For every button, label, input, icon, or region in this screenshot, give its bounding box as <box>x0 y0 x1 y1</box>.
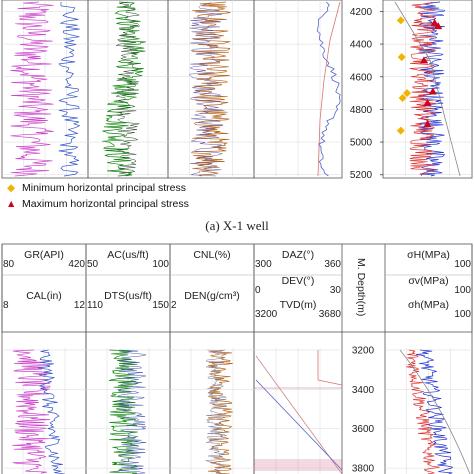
min-stress-point <box>397 53 406 62</box>
diamond-marker-icon: ◆ <box>6 182 16 194</box>
bottom-cnl-curve <box>205 349 227 474</box>
max-stress-point <box>423 120 432 128</box>
top-daz-curve <box>316 1 341 177</box>
curve-header-label: AC(us/ft) <box>107 249 148 261</box>
curve-scale-min: 0 <box>255 285 261 296</box>
bottom-sigma-v-curve <box>399 349 471 474</box>
depth-axis-label: M. Depth(m) <box>355 258 367 316</box>
legend-label-min-stress: Minimum horizontal principal stress <box>22 182 186 194</box>
top-depth-tick-label: 4800 <box>350 105 373 116</box>
bottom-header-frame <box>1 243 473 333</box>
curve-scale-min: 3200 <box>255 309 278 320</box>
bottom-dts-curve <box>117 349 147 474</box>
legend-label-max-stress: Maximum horizontal principal stress <box>22 198 189 210</box>
min-stress-point <box>398 93 407 102</box>
min-stress-point <box>396 16 405 25</box>
curve-header-label: DEN(g/cm³) <box>184 290 239 302</box>
curve-scale-min: 2 <box>171 300 177 311</box>
curve-header-label: TVD(m) <box>280 299 317 311</box>
curve-scale-max: 100 <box>454 285 471 296</box>
bottom-log-panel: GR(API) 80 420 CAL(in) 8 12 AC(us/ft) 50 100 DTS(… <box>1 243 473 474</box>
curve-header-label: σh(MPa) <box>408 299 449 311</box>
max-stress-point <box>430 18 439 26</box>
curve-header-label: CAL(in) <box>26 290 62 302</box>
curve-scale-min: 300 <box>255 259 272 270</box>
min-stress-point <box>396 126 405 135</box>
top-dts-curve <box>115 1 140 177</box>
curve-scale-min: 8 <box>3 300 9 311</box>
top-cal-curve <box>58 1 80 177</box>
bottom-gr-curve <box>12 349 51 474</box>
bottom-depth-tick-label: 3600 <box>352 424 375 435</box>
curve-header-label: DEV(°) <box>282 275 315 287</box>
top-depth-tick-label: 4600 <box>350 72 373 83</box>
bottom-dev-curve <box>317 350 343 386</box>
bottom-sigma-h-max-curve <box>415 349 453 474</box>
max-stress-point <box>428 87 437 95</box>
curve-scale-max: 3680 <box>319 309 342 320</box>
top-sigma-v-curve <box>394 1 461 177</box>
legend-item-min-stress: ◆ Minimum horizontal principal stress <box>6 182 186 194</box>
top-depth-tick-label: 4200 <box>350 7 373 18</box>
bottom-tvd-curve <box>255 355 343 474</box>
top-sigma-h-min-curve <box>409 1 436 177</box>
top-dev-curve <box>317 1 341 177</box>
max-stress-point <box>419 56 428 64</box>
curve-scale-max: 150 <box>152 300 169 311</box>
top-log-panel: 4200 4400 4600 4800 5000 5200 <box>1 0 473 181</box>
curve-scale-max: 360 <box>324 259 341 270</box>
curve-scale-max: 420 <box>68 259 85 270</box>
top-depth-tick-label: 5000 <box>350 138 373 149</box>
triangle-marker-icon: ▲ <box>6 198 17 210</box>
top-cnl-curve <box>189 1 224 177</box>
curve-header-label: σH(MPa) <box>407 249 450 261</box>
curve-header-label: σv(MPa) <box>408 275 448 287</box>
bottom-cal-curve <box>37 349 65 474</box>
bottom-depth-tick-label: 3400 <box>352 385 375 396</box>
bottom-den-curve <box>207 349 233 474</box>
bottom-depth-tick-label: 3200 <box>352 345 375 356</box>
max-stress-point <box>434 22 443 30</box>
bottom-daz-curve <box>255 379 343 471</box>
curve-scale-max: 100 <box>454 259 471 270</box>
curve-header-label: GR(API) <box>24 249 64 261</box>
curve-header-label: DAZ(°) <box>282 249 314 261</box>
curve-scale-max: 30 <box>330 285 342 296</box>
bottom-depth-tick-label: 3800 <box>352 464 375 474</box>
max-stress-point <box>423 98 432 106</box>
curve-scale-max: 12 <box>74 300 86 311</box>
curve-scale-max: 100 <box>152 259 169 270</box>
top-ac-curve <box>102 1 146 177</box>
min-stress-point <box>403 89 412 98</box>
top-sigma-h-max-curve <box>418 1 445 177</box>
curve-header-label: DTS(us/ft) <box>104 290 152 302</box>
curve-scale-min: 50 <box>87 259 99 270</box>
top-depth-tick-label: 4400 <box>350 40 373 51</box>
curve-scale-min: 80 <box>3 259 15 270</box>
curve-scale-min: 110 <box>87 300 103 311</box>
curve-scale-max: 100 <box>454 309 471 320</box>
curve-header-label: CNL(%) <box>193 249 230 261</box>
top-gr-curve <box>10 1 54 177</box>
legend-item-max-stress: ▲ Maximum horizontal principal stress <box>6 198 189 210</box>
top-depth-tick-label: 5200 <box>350 170 373 181</box>
figure-caption: (a) X-1 well <box>205 218 269 233</box>
